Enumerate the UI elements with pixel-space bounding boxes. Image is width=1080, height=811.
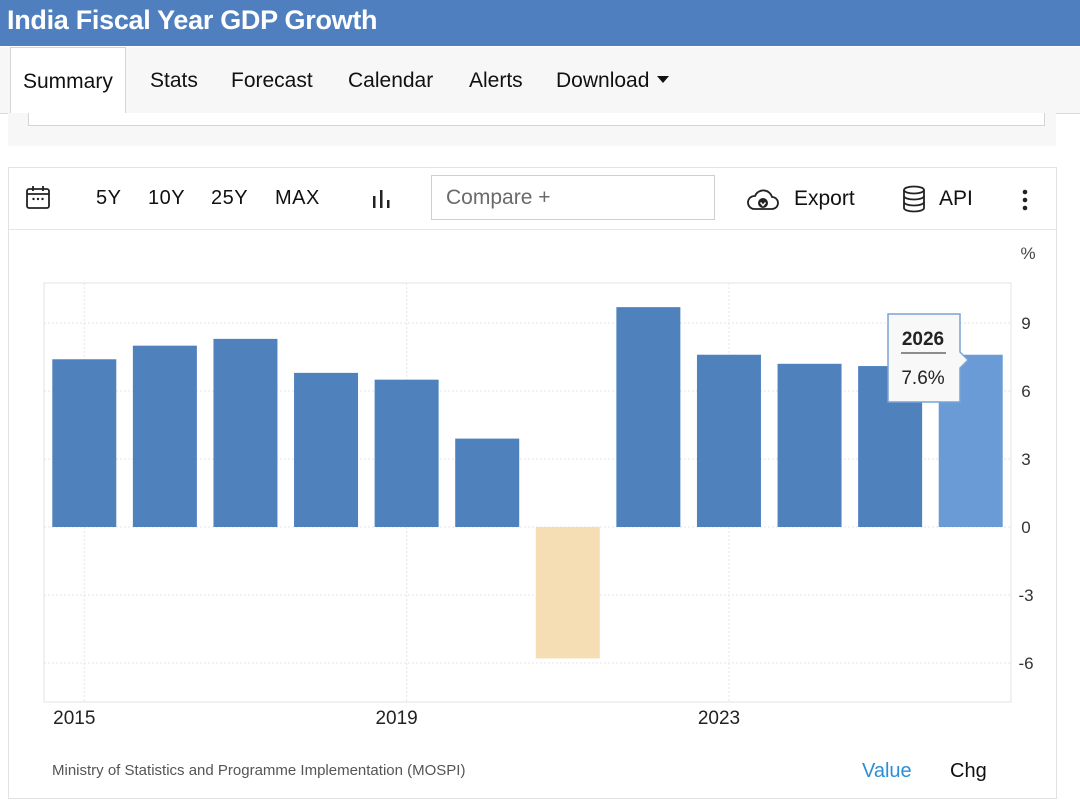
- tab-download-label: Download: [556, 69, 650, 92]
- tab-alerts[interactable]: Alerts: [469, 69, 523, 92]
- sub-panel: [8, 113, 1056, 146]
- chart-toolbar: 5Y 10Y 25Y MAX Export API: [9, 168, 1056, 230]
- source-label: Ministry of Statistics and Programme Imp…: [52, 762, 466, 779]
- compare-input[interactable]: [431, 175, 715, 220]
- tab-bar: Summary Stats Forecast Calendar Alerts D…: [0, 47, 1080, 114]
- range-25y-button[interactable]: 25Y: [211, 187, 249, 209]
- cloud-download-icon: [747, 189, 779, 210]
- range-5y-button[interactable]: 5Y: [96, 187, 122, 209]
- chart-container: 5Y 10Y 25Y MAX Export API: [8, 167, 1057, 799]
- range-max-button[interactable]: MAX: [275, 187, 320, 209]
- database-icon: [903, 185, 925, 213]
- export-label: Export: [794, 187, 855, 210]
- calendar-icon[interactable]: [25, 184, 51, 210]
- tab-download[interactable]: Download: [556, 47, 670, 113]
- range-10y-button[interactable]: 10Y: [148, 187, 186, 209]
- api-label: API: [939, 187, 973, 210]
- value-toggle[interactable]: Value: [862, 760, 912, 782]
- tab-stats[interactable]: Stats: [150, 69, 198, 92]
- tab-forecast[interactable]: Forecast: [231, 69, 313, 92]
- page-title: India Fiscal Year GDP Growth: [7, 5, 378, 35]
- bar-chart-icon[interactable]: [371, 188, 393, 210]
- title-bar: India Fiscal Year GDP Growth: [0, 0, 1080, 46]
- tab-summary[interactable]: Summary: [10, 47, 126, 113]
- tab-calendar[interactable]: Calendar: [348, 69, 434, 92]
- chg-toggle[interactable]: Chg: [950, 760, 987, 782]
- caret-down-icon: [657, 75, 670, 83]
- sub-panel-inner: [28, 113, 1045, 126]
- vertical-dots-icon[interactable]: [1021, 188, 1029, 212]
